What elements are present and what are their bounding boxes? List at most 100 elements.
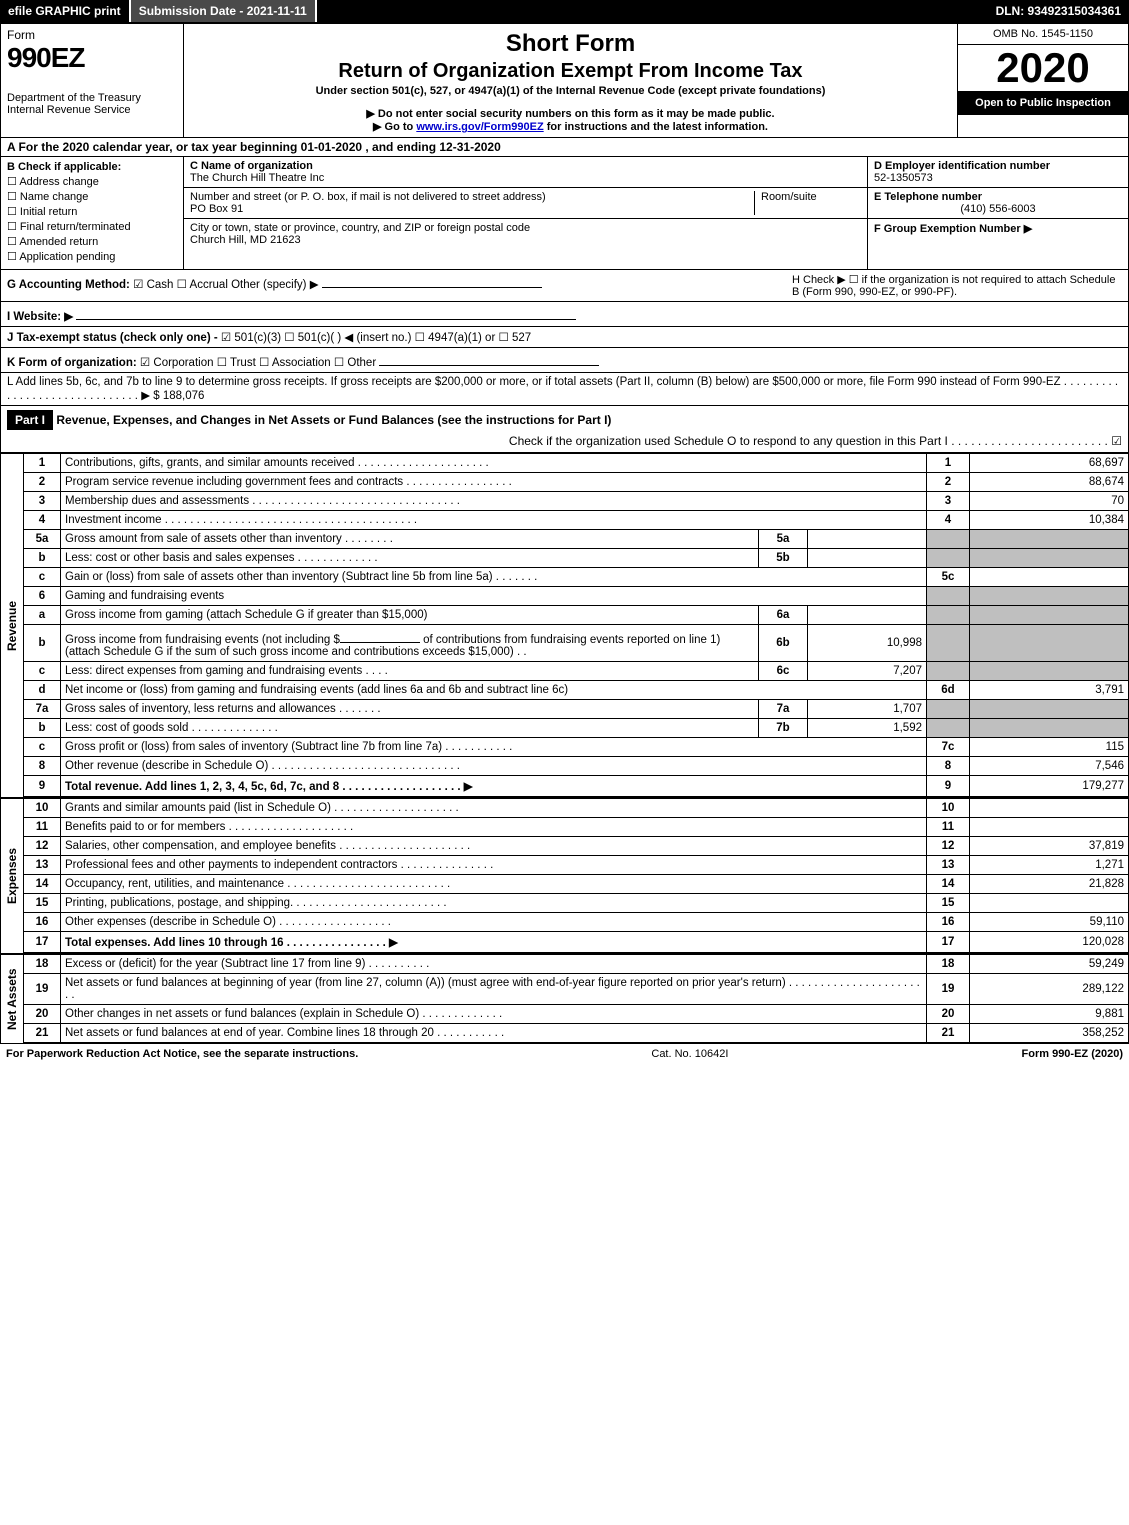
chk-name-change[interactable]: Name change <box>7 190 177 203</box>
j-501c3[interactable]: 501(c)(3) <box>221 332 281 344</box>
row-17: 17Total expenses. Add lines 10 through 1… <box>24 932 1128 953</box>
part1-badge: Part I <box>7 410 53 430</box>
row-2: 2Program service revenue including gover… <box>24 473 1128 492</box>
g-accrual[interactable]: Accrual <box>177 279 228 291</box>
d-ein-block: D Employer identification number 52-1350… <box>868 157 1128 188</box>
chk-amended-return[interactable]: Amended return <box>7 235 177 248</box>
page-footer: For Paperwork Reduction Act Notice, see … <box>0 1044 1129 1064</box>
form-header: Form 990EZ Department of the Treasury In… <box>0 24 1129 138</box>
side-revenue: Revenue <box>1 453 24 797</box>
revenue-section: Revenue 1Contributions, gifts, grants, a… <box>0 453 1129 798</box>
f-group-block: F Group Exemption Number ▶ <box>868 219 1128 238</box>
row-1: 1Contributions, gifts, grants, and simil… <box>24 454 1128 473</box>
k-label: K Form of organization: <box>7 357 137 369</box>
line-a: A For the 2020 calendar year, or tax yea… <box>0 138 1129 157</box>
g-other-field[interactable] <box>322 273 542 288</box>
form-word: Form <box>7 28 177 42</box>
c-address-block: Number and street (or P. O. box, if mail… <box>184 188 867 219</box>
row-9: 9Total revenue. Add lines 1, 2, 3, 4, 5c… <box>24 776 1128 797</box>
room-suite-label: Room/suite <box>754 191 861 215</box>
c-name-block: C Name of organization The Church Hill T… <box>184 157 867 188</box>
city: Church Hill, MD 21623 <box>190 234 861 246</box>
row-8: 8Other revenue (describe in Schedule O) … <box>24 757 1128 776</box>
line-j: J Tax-exempt status (check only one) - 5… <box>0 327 1129 348</box>
row-6a: aGross income from gaming (attach Schedu… <box>24 606 1128 625</box>
row-5a: 5aGross amount from sale of assets other… <box>24 530 1128 549</box>
col-b: B Check if applicable: Address change Na… <box>1 157 184 269</box>
c-label: C Name of organization <box>190 160 861 172</box>
e-label: E Telephone number <box>874 191 1122 203</box>
row-7c: cGross profit or (loss) from sales of in… <box>24 738 1128 757</box>
section-bcd: B Check if applicable: Address change Na… <box>0 157 1129 270</box>
part1-checkbox[interactable]: ☑ <box>1111 434 1122 448</box>
k-trust[interactable]: Trust <box>217 357 256 369</box>
j-4947[interactable]: 4947(a)(1) or <box>415 332 496 344</box>
note-goto-post: for instructions and the latest informat… <box>544 121 768 133</box>
submission-date: Submission Date - 2021-11-11 <box>131 0 317 22</box>
addr: PO Box 91 <box>190 203 754 215</box>
g-label: G Accounting Method: <box>7 279 130 291</box>
line-g: G Accounting Method: Cash Accrual Other … <box>7 273 792 298</box>
b-label: B Check if applicable: <box>7 161 177 173</box>
row-21: 21Net assets or fund balances at end of … <box>24 1024 1128 1043</box>
g-cash[interactable]: Cash <box>133 279 173 291</box>
header-center: Short Form Return of Organization Exempt… <box>184 24 957 137</box>
chk-application-pending[interactable]: Application pending <box>7 250 177 263</box>
row-18: 18Excess or (deficit) for the year (Subt… <box>24 955 1128 974</box>
addr-label: Number and street (or P. O. box, if mail… <box>190 191 754 203</box>
revenue-table: 1Contributions, gifts, grants, and simil… <box>24 453 1128 797</box>
row-6: 6Gaming and fundraising events <box>24 587 1128 606</box>
k-other-field[interactable] <box>379 351 599 366</box>
line-i: I Website: ▶ <box>0 302 1129 327</box>
6b-blank[interactable] <box>340 628 420 643</box>
part1-header: Part I Revenue, Expenses, and Changes in… <box>0 406 1129 453</box>
footer-catno: Cat. No. 10642I <box>358 1048 1021 1060</box>
line-gh: G Accounting Method: Cash Accrual Other … <box>0 270 1129 302</box>
row-12: 12Salaries, other compensation, and empl… <box>24 837 1128 856</box>
subtitle: Under section 501(c), 527, or 4947(a)(1)… <box>192 85 949 97</box>
side-expenses: Expenses <box>1 798 24 953</box>
chk-initial-return[interactable]: Initial return <box>7 205 177 218</box>
j-527[interactable]: 527 <box>498 332 531 344</box>
line-l: L Add lines 5b, 6c, and 7b to line 9 to … <box>0 373 1129 406</box>
header-left: Form 990EZ Department of the Treasury In… <box>1 24 184 137</box>
chk-final-return[interactable]: Final return/terminated <box>7 220 177 233</box>
note-goto-pre: ▶ Go to <box>373 121 416 133</box>
line-k: K Form of organization: Corporation Trus… <box>0 348 1129 373</box>
netassets-section: Net Assets 18Excess or (deficit) for the… <box>0 954 1129 1044</box>
dln: DLN: 93492315034361 <box>988 0 1129 22</box>
city-label: City or town, state or province, country… <box>190 222 861 234</box>
j-501c[interactable]: 501(c)( ) ◀ (insert no.) <box>284 332 411 344</box>
expenses-table: 10Grants and similar amounts paid (list … <box>24 798 1128 953</box>
k-assoc[interactable]: Association <box>259 357 331 369</box>
row-5b: bLess: cost or other basis and sales exp… <box>24 549 1128 568</box>
col-d: D Employer identification number 52-1350… <box>867 157 1128 269</box>
open-to-public: Open to Public Inspection <box>958 91 1128 115</box>
row-16: 16Other expenses (describe in Schedule O… <box>24 913 1128 932</box>
netassets-table: 18Excess or (deficit) for the year (Subt… <box>24 954 1128 1043</box>
row-7b: bLess: cost of goods sold . . . . . . . … <box>24 719 1128 738</box>
ein: 52-1350573 <box>874 172 1122 184</box>
j-label: J Tax-exempt status (check only one) - <box>7 332 218 344</box>
k-corp[interactable]: Corporation <box>140 357 214 369</box>
side-netassets: Net Assets <box>1 954 24 1043</box>
row-19: 19Net assets or fund balances at beginni… <box>24 974 1128 1005</box>
row-6c: cLess: direct expenses from gaming and f… <box>24 662 1128 681</box>
top-bar: efile GRAPHIC print Submission Date - 20… <box>0 0 1129 24</box>
expenses-section: Expenses 10Grants and similar amounts pa… <box>0 798 1129 954</box>
k-other[interactable]: Other <box>334 357 376 369</box>
omb-number: OMB No. 1545-1150 <box>958 24 1128 45</box>
row-20: 20Other changes in net assets or fund ba… <box>24 1005 1128 1024</box>
part1-title: Revenue, Expenses, and Changes in Net As… <box>56 413 611 427</box>
efile-label: efile GRAPHIC print <box>0 0 131 22</box>
org-name: The Church Hill Theatre Inc <box>190 172 861 184</box>
part1-check-line: Check if the organization used Schedule … <box>509 434 1108 448</box>
header-right: OMB No. 1545-1150 2020 Open to Public In… <box>957 24 1128 137</box>
note-ssn: ▶ Do not enter social security numbers o… <box>192 107 949 120</box>
irs-link[interactable]: www.irs.gov/Form990EZ <box>416 121 543 133</box>
row-6d: dNet income or (loss) from gaming and fu… <box>24 681 1128 700</box>
chk-address-change[interactable]: Address change <box>7 175 177 188</box>
website-field[interactable] <box>76 305 576 320</box>
footer-formref: Form 990-EZ (2020) <box>1022 1048 1123 1060</box>
d-label: D Employer identification number <box>874 160 1122 172</box>
